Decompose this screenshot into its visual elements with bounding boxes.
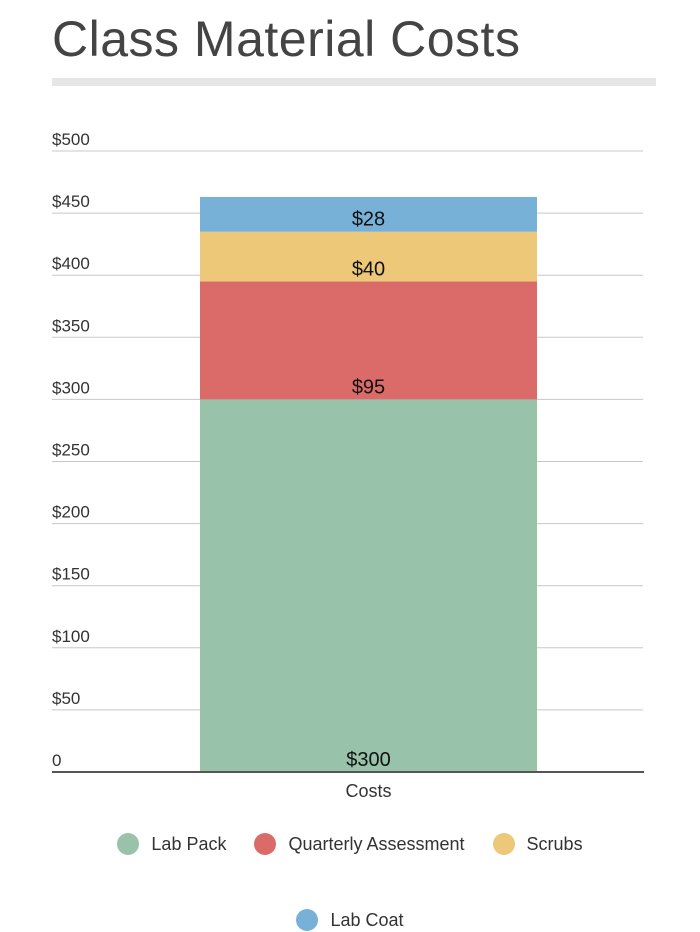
legend-item-lab-pack[interactable]: Lab Pack <box>117 832 226 856</box>
legend-item-scrubs[interactable]: Scrubs <box>492 832 583 856</box>
y-tick-label: $400 <box>52 254 90 273</box>
bar-segment-lab-coat <box>200 196 537 232</box>
y-tick-label: $150 <box>52 565 90 584</box>
label-layer: $300 $95 $40 $28 <box>346 209 391 771</box>
legend-item-quarterly-assessment[interactable]: Quarterly Assessment <box>254 832 465 856</box>
legend-swatch <box>117 833 140 855</box>
y-tick-label: $450 <box>52 192 90 211</box>
y-tick-label: $200 <box>52 503 90 522</box>
data-label-lab-coat: $28 <box>352 209 385 231</box>
title-divider <box>52 78 656 86</box>
legend-swatch <box>492 833 515 855</box>
bar-segment-lab-pack <box>200 399 537 772</box>
x-category-label: Costs <box>345 781 391 801</box>
y-tick-label: $250 <box>52 441 90 460</box>
legend-swatch <box>296 909 319 931</box>
data-label-quarterly-assessment: $95 <box>352 376 385 398</box>
y-tick-label: 0 <box>52 751 61 770</box>
legend-label: Lab Coat <box>330 909 404 930</box>
chart-title: Class Material Costs <box>52 11 521 67</box>
data-label-scrubs: $40 <box>352 258 385 280</box>
legend-label: Quarterly Assessment <box>288 833 465 854</box>
legend-item-lab-coat[interactable]: Lab Coat <box>296 908 404 932</box>
axis-layer: 0 $50 $100 $150 $200 $250 $300 $350 $400 $450 $500… <box>52 130 644 801</box>
y-tick-label: $100 <box>52 627 90 646</box>
y-tick-label: $500 <box>52 130 90 149</box>
stacked-bar-chart: $300$95$40$28 0$50$100$150$200$250$300$3… <box>52 130 644 801</box>
legend: Lab Pack Quarterly Assessment Scrubs Lab Co… <box>0 832 700 932</box>
data-label-lab-pack: $300 <box>346 749 391 771</box>
y-tick-label: $350 <box>52 316 90 335</box>
y-tick-label: $50 <box>52 689 80 708</box>
bar-segment-scrubs <box>200 231 537 282</box>
bar-segment-quarterly-assessment <box>200 281 537 400</box>
legend-label: Scrubs <box>526 833 583 854</box>
legend-swatch <box>254 833 277 855</box>
bar-layer <box>200 196 537 772</box>
legend-label: Lab Pack <box>151 833 227 854</box>
y-tick-label: $300 <box>52 378 90 397</box>
